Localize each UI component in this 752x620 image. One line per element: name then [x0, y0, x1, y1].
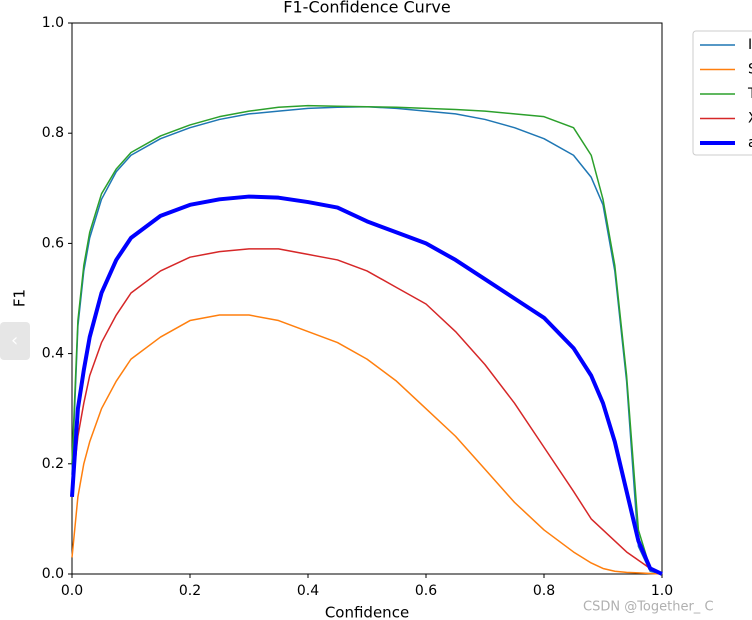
x-tick-label: 0.8	[533, 583, 555, 599]
y-tick-label: 1.0	[42, 15, 64, 31]
watermark: CSDN @Together_ C	[583, 600, 714, 615]
y-axis-label: F1	[11, 289, 29, 307]
legend: ISTXa	[700, 37, 752, 151]
series-line	[70, 194, 663, 576]
legend-label: I	[748, 37, 752, 53]
series-line	[71, 104, 663, 575]
prev-button[interactable]	[0, 322, 30, 360]
series-line	[71, 248, 663, 575]
legend-label: S	[748, 62, 752, 78]
y-tick-label: 0.4	[42, 346, 64, 362]
prev-button-icon[interactable]: ‹	[11, 330, 18, 351]
y-tick-label: 0.8	[42, 125, 64, 141]
legend-label: X	[748, 111, 752, 127]
legend-box	[692, 30, 752, 156]
y-tick-label: 0.2	[42, 456, 64, 472]
legend-label: T	[747, 86, 752, 102]
legend-label: a	[748, 135, 752, 151]
series-line	[71, 106, 663, 575]
series-line	[71, 314, 663, 575]
y-tick-label: 0.0	[42, 566, 64, 582]
x-tick-label: 0.2	[179, 583, 201, 599]
y-tick-label: 0.6	[42, 235, 64, 251]
x-axis-label: Confidence	[325, 604, 409, 620]
x-tick-label: 1.0	[651, 583, 673, 599]
x-tick-label: 0.6	[415, 583, 437, 599]
x-tick-label: 0.4	[297, 583, 319, 599]
chart-title: F1-Confidence Curve	[283, 0, 450, 17]
plot-frame	[71, 22, 663, 575]
x-tick-label: 0.0	[61, 583, 83, 599]
